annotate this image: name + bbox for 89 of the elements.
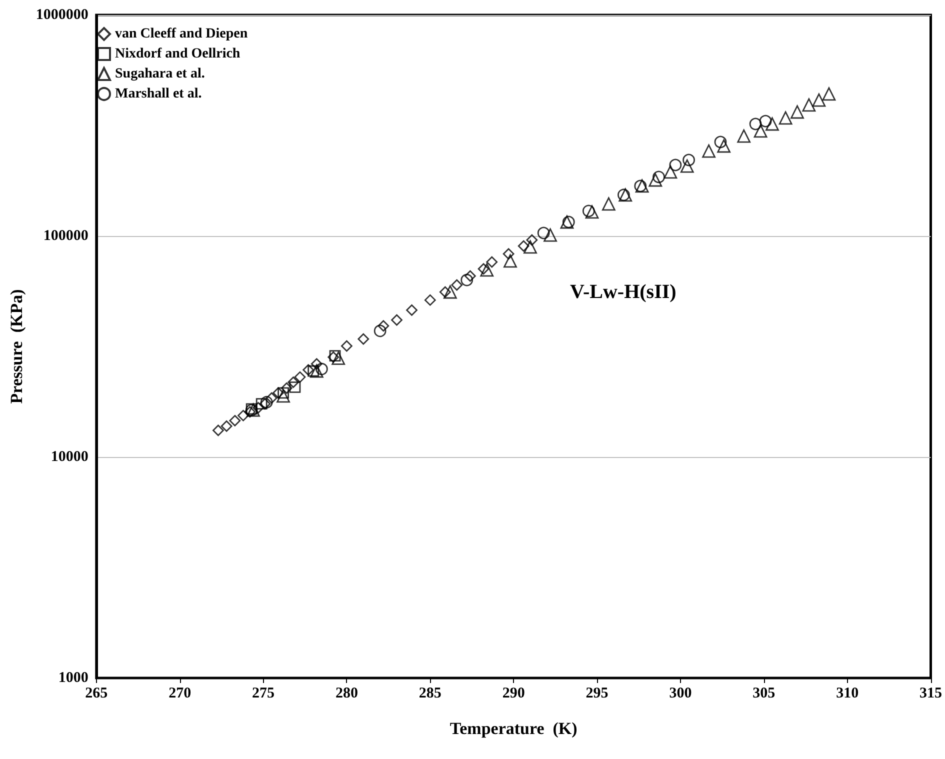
point [294, 371, 306, 383]
point [308, 365, 320, 377]
x-tick-label: 315 [920, 686, 942, 702]
point [464, 270, 476, 282]
point [424, 294, 436, 306]
y-tick-label: 10000 [50, 449, 88, 465]
point [238, 410, 249, 422]
x-axis-title: Temperature (K) [450, 719, 578, 738]
point [310, 364, 324, 378]
legend-label: Marshall et al. [115, 86, 202, 102]
point [276, 389, 290, 403]
point [252, 402, 264, 414]
point [378, 320, 390, 332]
point [822, 87, 836, 101]
x-tick-label: 280 [335, 686, 358, 702]
legend-label: Sugahara et al. [115, 66, 205, 82]
x-tick-label: 290 [502, 686, 525, 702]
point [229, 414, 241, 426]
point [702, 144, 716, 158]
point [220, 420, 232, 432]
point [602, 197, 616, 211]
point [680, 159, 694, 173]
legend-label: Nixdorf and Oellrich [115, 46, 240, 62]
point [406, 304, 418, 316]
point [652, 170, 665, 184]
point [315, 362, 328, 376]
point [478, 263, 490, 275]
point [272, 387, 284, 399]
point [374, 324, 386, 338]
point [737, 129, 751, 143]
annotation: V-Lw-H(sII) [570, 281, 676, 303]
point [341, 340, 352, 352]
point [664, 165, 678, 179]
point [524, 240, 537, 254]
x-tick-label: 265 [85, 686, 108, 702]
point [749, 118, 762, 130]
legend-label: van Cleeff and Diepen [115, 26, 248, 42]
point [502, 248, 514, 260]
point [439, 286, 451, 298]
point [212, 424, 224, 436]
point [812, 93, 826, 107]
point [288, 376, 300, 388]
point [391, 314, 402, 326]
point [717, 139, 731, 153]
point [486, 256, 498, 268]
x-tick-label: 270 [168, 686, 192, 702]
point [302, 364, 314, 376]
point [332, 351, 346, 365]
point [480, 263, 494, 277]
point [669, 158, 682, 172]
x-tick-label: 295 [586, 686, 608, 702]
point [310, 358, 322, 370]
point [802, 98, 816, 112]
point [585, 205, 599, 219]
y-tick-label: 1000000 [36, 7, 88, 23]
point [280, 382, 292, 394]
x-tick-label: 275 [252, 686, 275, 702]
point [443, 285, 457, 299]
point [526, 234, 538, 246]
point [618, 188, 632, 202]
point [544, 228, 557, 242]
point [451, 279, 463, 291]
point [582, 204, 595, 218]
x-tick-label: 285 [418, 686, 442, 702]
point [289, 381, 301, 393]
point [460, 274, 474, 286]
point [754, 124, 768, 138]
point [244, 406, 256, 418]
point [266, 392, 278, 404]
y-tick-label: 100000 [43, 228, 88, 244]
point [618, 188, 630, 202]
point [714, 136, 727, 148]
point [778, 111, 792, 125]
point [537, 226, 550, 240]
point [504, 254, 517, 268]
x-tick-label: 310 [836, 686, 859, 702]
x-tick-label: 305 [752, 686, 776, 702]
point [278, 387, 289, 399]
point [759, 114, 772, 128]
point [790, 105, 804, 119]
point [648, 173, 662, 187]
point [518, 240, 530, 252]
point [766, 117, 779, 131]
y-axis-title: Pressure (KPa) [7, 289, 26, 404]
y-tick-label: 1000 [58, 670, 88, 686]
x-tick-label: 300 [669, 686, 692, 702]
point [682, 154, 695, 166]
point [358, 333, 370, 345]
point [256, 398, 268, 410]
